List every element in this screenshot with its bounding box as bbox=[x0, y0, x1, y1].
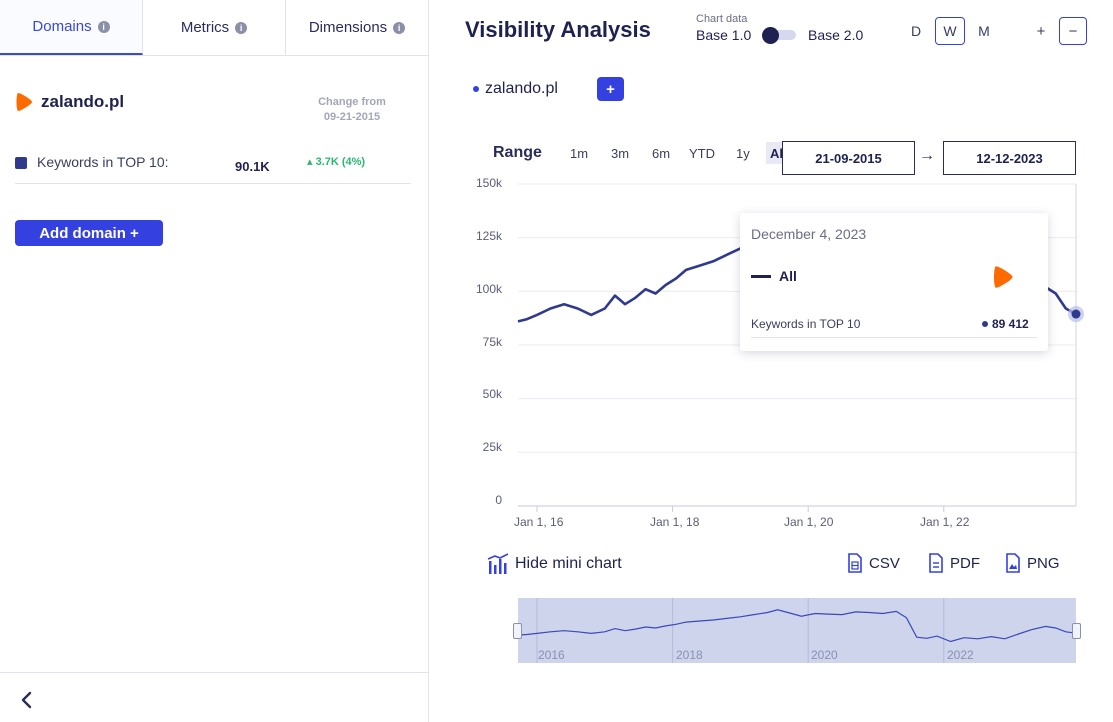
csv-file-icon bbox=[848, 553, 862, 573]
mini-year-label: 2018 bbox=[676, 648, 703, 662]
period-day-button[interactable]: D bbox=[910, 23, 922, 39]
tab-metrics-label: Metrics bbox=[180, 19, 230, 36]
end-date-input[interactable]: 12-12-2023 bbox=[943, 141, 1076, 175]
tooltip-series-swatch bbox=[751, 275, 771, 278]
zalando-logo-icon bbox=[994, 266, 1013, 288]
zoom-out-button[interactable]: − bbox=[1059, 17, 1087, 45]
mini-year-label: 2016 bbox=[538, 648, 565, 662]
left-panel: Domains i Metrics i Dimensions i zalando… bbox=[0, 0, 429, 722]
y-tick-label: 75k bbox=[482, 335, 502, 349]
toggle-knob bbox=[762, 27, 779, 44]
hide-mini-chart-label: Hide mini chart bbox=[515, 555, 622, 572]
export-pdf-button[interactable]: PDF bbox=[928, 553, 980, 573]
y-tick-label: 100k bbox=[475, 282, 502, 296]
zoom-in-button[interactable]: + bbox=[1036, 22, 1046, 40]
domain-header: zalando.pl bbox=[15, 92, 124, 112]
pdf-label: PDF bbox=[950, 554, 980, 572]
tooltip-metric-label: Keywords in TOP 10 bbox=[751, 317, 861, 331]
y-tick-label: 25k bbox=[482, 440, 502, 454]
export-png-button[interactable]: PNG bbox=[1005, 553, 1060, 573]
tooltip-date: December 4, 2023 bbox=[751, 226, 867, 242]
tooltip-value-dot bbox=[982, 321, 988, 327]
range-1m-button[interactable]: 1m bbox=[570, 145, 589, 161]
y-tick-label: 125k bbox=[475, 229, 502, 243]
legend-domain-label: zalando.pl bbox=[485, 80, 558, 97]
png-label: PNG bbox=[1027, 554, 1060, 572]
y-tick-label: 0 bbox=[495, 493, 502, 507]
add-series-button[interactable]: + bbox=[597, 77, 624, 101]
range-1y-button[interactable]: 1y bbox=[736, 145, 750, 161]
tab-domains-label: Domains bbox=[32, 18, 92, 35]
page-title: Visibility Analysis bbox=[465, 17, 651, 42]
tooltip-value: 89 412 bbox=[982, 317, 1029, 331]
metric-row: Keywords in TOP 10: 90.1K ▴ 3.7K (4%) bbox=[15, 150, 411, 184]
tab-metrics[interactable]: Metrics i bbox=[143, 0, 286, 55]
date-range-arrow: → bbox=[919, 147, 935, 164]
change-from-header: Change from 09-21-2015 bbox=[300, 95, 404, 125]
mini-right-handle[interactable] bbox=[1072, 623, 1081, 639]
range-label: Range bbox=[493, 144, 542, 161]
pdf-file-icon bbox=[929, 553, 943, 573]
base-toggle[interactable] bbox=[762, 27, 796, 44]
add-domain-button[interactable]: Add domain + bbox=[15, 220, 163, 246]
metric-value: 90.1K bbox=[235, 159, 270, 174]
panel-tabs: Domains i Metrics i Dimensions i bbox=[0, 0, 428, 56]
tab-dimensions[interactable]: Dimensions i bbox=[286, 0, 428, 55]
mini-chart-navigator[interactable]: 2016 2018 2020 2022 bbox=[518, 598, 1076, 663]
tooltip-series-name: All bbox=[779, 268, 797, 284]
tab-dimensions-label: Dimensions bbox=[308, 19, 388, 36]
tooltip-value-text: 89 412 bbox=[992, 317, 1029, 331]
metric-label: Keywords in TOP 10: bbox=[37, 154, 169, 170]
x-tick-label: Jan 1, 18 bbox=[650, 515, 700, 529]
info-icon: i bbox=[97, 20, 110, 33]
range-3m-button[interactable]: 3m bbox=[611, 145, 630, 161]
info-icon: i bbox=[235, 21, 248, 34]
y-tick-label: 150k bbox=[475, 176, 502, 190]
domain-name: zalando.pl bbox=[41, 92, 125, 111]
range-6m-button[interactable]: 6m bbox=[652, 145, 671, 161]
x-tick-label: Jan 1, 22 bbox=[920, 515, 970, 529]
csv-label: CSV bbox=[869, 554, 900, 572]
left-footer bbox=[0, 672, 428, 722]
base1-label: Base 1.0 bbox=[696, 27, 752, 43]
period-week-button[interactable]: W bbox=[935, 17, 965, 45]
mini-year-label: 2022 bbox=[947, 648, 974, 662]
hide-mini-chart-button[interactable]: Hide mini chart bbox=[487, 553, 622, 575]
metric-checkbox[interactable] bbox=[15, 157, 27, 169]
tab-domains[interactable]: Domains i bbox=[0, 0, 143, 55]
start-date-input[interactable]: 21-09-2015 bbox=[782, 141, 915, 175]
toggle-track bbox=[766, 30, 796, 40]
change-from-label: Change from bbox=[318, 96, 386, 108]
x-tick-label: Jan 1, 20 bbox=[784, 515, 834, 529]
chart-tooltip: December 4, 2023 All Keywords in TOP 10 … bbox=[740, 213, 1048, 351]
png-file-icon bbox=[1006, 553, 1020, 573]
change-from-date: 09-21-2015 bbox=[323, 111, 381, 123]
chart-data-label: Chart data bbox=[696, 13, 748, 25]
range-ytd-button[interactable]: YTD bbox=[689, 145, 715, 161]
export-csv-button[interactable]: CSV bbox=[847, 553, 900, 573]
x-tick-label: Jan 1, 16 bbox=[514, 515, 564, 529]
chevron-left-icon[interactable] bbox=[20, 691, 34, 709]
hover-point bbox=[1071, 309, 1081, 319]
legend-domain[interactable]: zalando.pl bbox=[473, 80, 558, 98]
mini-left-handle[interactable] bbox=[513, 623, 522, 639]
y-tick-label: 50k bbox=[482, 387, 502, 401]
metric-change: ▴ 3.7K (4%) bbox=[307, 156, 366, 168]
tooltip-divider bbox=[751, 337, 1037, 338]
legend-dot bbox=[473, 86, 479, 92]
info-icon: i bbox=[393, 21, 406, 34]
zalando-logo-icon bbox=[16, 93, 32, 111]
bar-chart-icon bbox=[487, 553, 509, 574]
base2-label: Base 2.0 bbox=[808, 27, 864, 43]
mini-year-label: 2020 bbox=[811, 648, 838, 662]
period-month-button[interactable]: M bbox=[978, 23, 990, 39]
